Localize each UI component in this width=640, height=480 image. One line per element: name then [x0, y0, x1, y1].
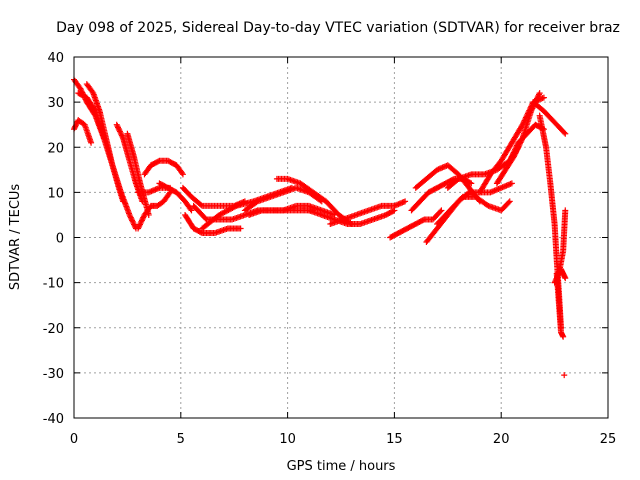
y-tick-label: 0: [56, 232, 64, 247]
x-tick-label: 5: [177, 432, 185, 447]
x-tick-label: 10: [279, 432, 296, 447]
grid-lines: [74, 57, 608, 418]
series-s34: [561, 372, 568, 379]
x-axis-label: GPS time / hours: [287, 459, 396, 474]
data-points: [71, 76, 569, 379]
series-s19: [327, 198, 409, 227]
data-point: [113, 121, 120, 128]
data-point: [506, 157, 513, 164]
data-point: [561, 372, 568, 379]
x-tick-label: 0: [70, 432, 78, 447]
y-tick-labels: -40 -30 -20 -10 0 10 20 30 40: [43, 51, 64, 427]
y-axis-label: SDTVAR / TECUs: [8, 184, 23, 291]
y-tick-label: 30: [47, 96, 64, 111]
y-tick-label: 10: [47, 186, 64, 201]
chart-title: Day 098 of 2025, Sidereal Day-to-day VTE…: [56, 20, 620, 36]
y-tick-label: 20: [47, 141, 64, 156]
series-s12: [182, 211, 244, 236]
y-tick-label: 40: [47, 51, 64, 66]
data-point: [135, 225, 142, 232]
y-tick-label: -40: [43, 412, 64, 427]
data-point: [536, 90, 543, 97]
axis-ticks: [73, 56, 609, 419]
series-s33: [558, 266, 569, 282]
y-tick-label: -30: [43, 367, 64, 382]
series-s4: [75, 90, 107, 142]
series-s9: [141, 157, 186, 178]
series-s20: [387, 207, 445, 241]
series-s29: [530, 99, 569, 137]
x-tick-labels: 0 5 10 15 20 25: [70, 432, 616, 447]
x-tick-label: 20: [493, 432, 510, 447]
series-s22: [412, 162, 483, 205]
x-tick-label: 25: [600, 432, 617, 447]
series-s10: [156, 180, 195, 214]
series-s30: [536, 112, 565, 331]
x-tick-label: 15: [386, 432, 403, 447]
y-tick-label: -20: [43, 322, 64, 337]
series-s26: [476, 94, 547, 196]
series-s32: [553, 270, 567, 340]
series-s24: [434, 193, 513, 227]
series-s7: [135, 189, 174, 232]
y-tick-label: -10: [43, 277, 64, 292]
